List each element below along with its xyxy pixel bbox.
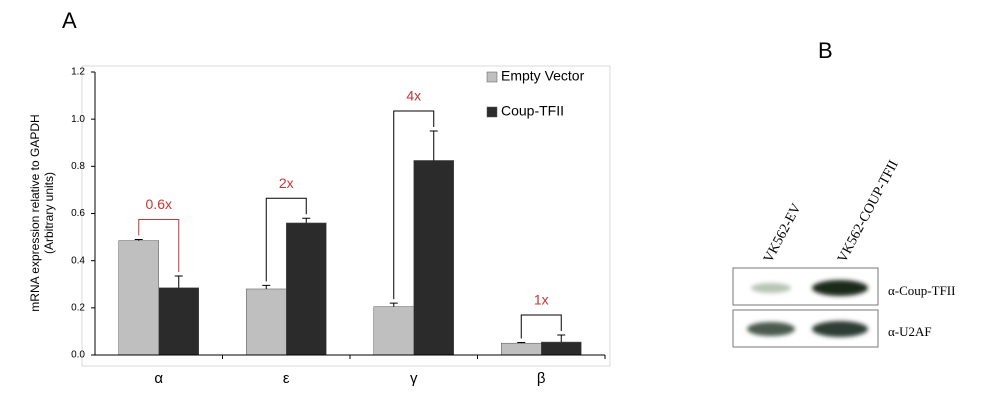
bar: [541, 341, 582, 356]
bar: [286, 222, 327, 356]
y-axis-title-line: (Arbitrary units): [42, 172, 56, 254]
legend-label: Coup-TFII: [501, 103, 564, 119]
legend-swatch: [486, 106, 498, 118]
y-tick-label: 0.2: [71, 302, 85, 313]
y-tick-label: 0.6: [71, 208, 85, 219]
error-bar: [134, 238, 143, 241]
x-tick-label: β: [537, 370, 546, 387]
x-tick-label: γ: [410, 370, 418, 387]
error-bar: [429, 130, 438, 161]
legend-swatch: [486, 71, 498, 83]
bar: [118, 240, 159, 356]
lane-label: VK562-COUP-TFII: [835, 158, 902, 266]
bar: [413, 160, 454, 356]
y-tick-label: 0.8: [71, 161, 85, 172]
blot-band: [812, 321, 868, 337]
blot-band: [747, 322, 795, 336]
row-label: α-Coup-TFII: [888, 283, 955, 298]
error-bar: [302, 217, 311, 223]
blot-band: [812, 280, 868, 296]
error-bar: [557, 334, 566, 343]
row-label: α-U2AF: [888, 324, 932, 339]
y-axis-title: mRNA expression relative to GAPDH (Arbit…: [28, 114, 56, 311]
bar: [246, 288, 287, 356]
error-bar: [389, 302, 398, 307]
blot-band: [751, 283, 791, 293]
y-tick-label: 0.4: [71, 255, 85, 266]
fold-annotation: 2x: [279, 175, 294, 191]
bar: [158, 287, 199, 356]
fold-annotation: 0.6x: [146, 196, 172, 212]
lane-label: VK562-EV: [761, 201, 805, 265]
bracket: [520, 314, 562, 339]
bar: [501, 342, 542, 356]
fold-annotation: 4x: [406, 88, 421, 104]
y-tick-label: 1.2: [71, 67, 85, 78]
y-tick-label: 1.0: [71, 114, 85, 125]
error-bar: [174, 275, 183, 288]
y-tick-label: 0.0: [71, 350, 85, 361]
panel-label: A: [62, 8, 77, 33]
bracket: [265, 197, 307, 282]
x-tick-label: α: [154, 370, 163, 387]
plot-frame: [81, 65, 611, 367]
y-axis-title-line: mRNA expression relative to GAPDH: [28, 114, 42, 311]
bracket: [138, 218, 180, 272]
legend-label: Empty Vector: [501, 68, 585, 84]
error-bar: [517, 342, 526, 344]
bar: [373, 306, 414, 356]
bracket: [393, 110, 435, 300]
fold-annotation: 1x: [534, 292, 549, 308]
x-tick-label: ε: [283, 370, 290, 387]
error-bar: [262, 284, 271, 289]
panel-label: B: [818, 38, 833, 63]
